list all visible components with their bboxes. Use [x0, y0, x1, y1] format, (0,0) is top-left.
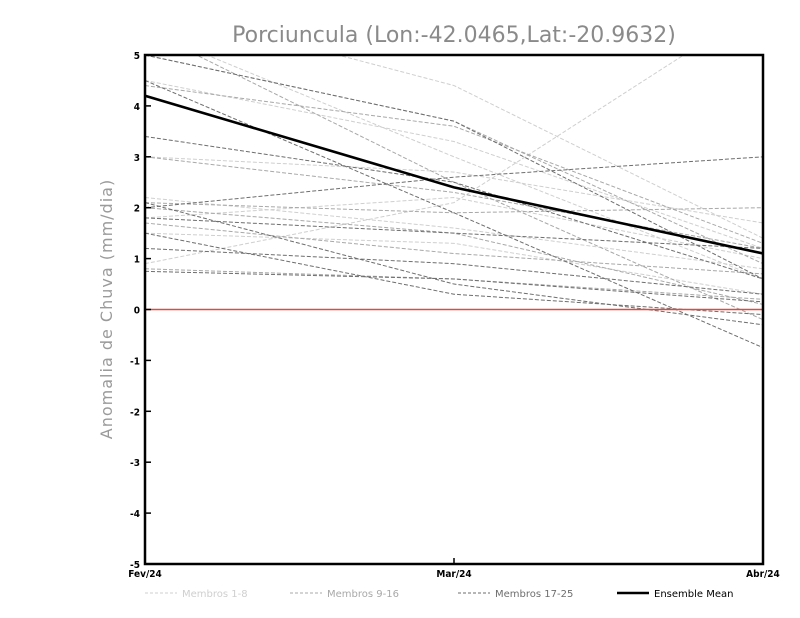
member-line-22	[145, 202, 763, 326]
member-line-21	[145, 270, 763, 303]
legend-label: Membros 1-8	[182, 589, 248, 600]
member-line-16	[195, 55, 763, 321]
y-tick-label: 4	[134, 102, 140, 113]
member-line-18	[145, 156, 763, 209]
y-tick-label: -3	[130, 458, 140, 469]
member-line-14	[145, 222, 763, 275]
y-axis-ticks: -5 -4 -3 -2 -1 0 1 2 3 4 5	[130, 51, 151, 571]
x-tick-label: Abr/24	[746, 569, 780, 580]
member-line-20	[145, 247, 763, 295]
member-line-8	[145, 156, 763, 224]
member-line-9	[145, 85, 763, 244]
member-line-17	[145, 135, 763, 280]
x-tick-label: Mar/24	[436, 569, 471, 580]
legend-label: Ensemble Mean	[654, 589, 733, 600]
y-tick-label: -2	[130, 407, 140, 418]
y-tick-label: 5	[134, 51, 140, 62]
member-line-2	[145, 79, 763, 249]
member-line-15	[145, 207, 763, 305]
y-tick-label: -1	[130, 356, 140, 367]
y-tick-label: -5	[130, 560, 140, 571]
y-tick-label: 1	[134, 255, 140, 266]
member-line-12	[145, 156, 763, 249]
member-line-6	[205, 55, 763, 280]
legend-label: Membros 17-25	[495, 589, 573, 600]
member-line-3	[145, 197, 763, 270]
ensemble-mean-line	[145, 94, 763, 255]
x-tick-label: Fev/24	[128, 569, 162, 580]
y-axis-label: Anomalia de Chuva (mm/dia)	[97, 179, 116, 439]
chart-title: Porciuncula (Lon:-42.0465,Lat:-20.9632)	[232, 23, 676, 48]
legend: Membros 1-8 Membros 9-16 Membros 17-25 Ense…	[145, 589, 733, 600]
member-line-25	[145, 232, 763, 316]
member-line-7	[145, 232, 763, 295]
member-line-19	[145, 217, 763, 249]
ensemble-mean-layer	[145, 94, 763, 255]
member-line-1	[145, 55, 685, 265]
series-layer	[145, 55, 763, 349]
member-line-5	[336, 55, 763, 239]
y-tick-label: 0	[134, 306, 140, 317]
member-line-23	[145, 55, 763, 280]
y-tick-label: 2	[134, 204, 140, 215]
y-tick-label: -4	[130, 509, 140, 520]
x-axis-ticks: Fev/24 Mar/24 Abr/24	[128, 558, 780, 580]
legend-label: Membros 9-16	[327, 589, 399, 600]
member-line-24	[145, 79, 763, 349]
y-tick-label: 3	[134, 153, 140, 164]
